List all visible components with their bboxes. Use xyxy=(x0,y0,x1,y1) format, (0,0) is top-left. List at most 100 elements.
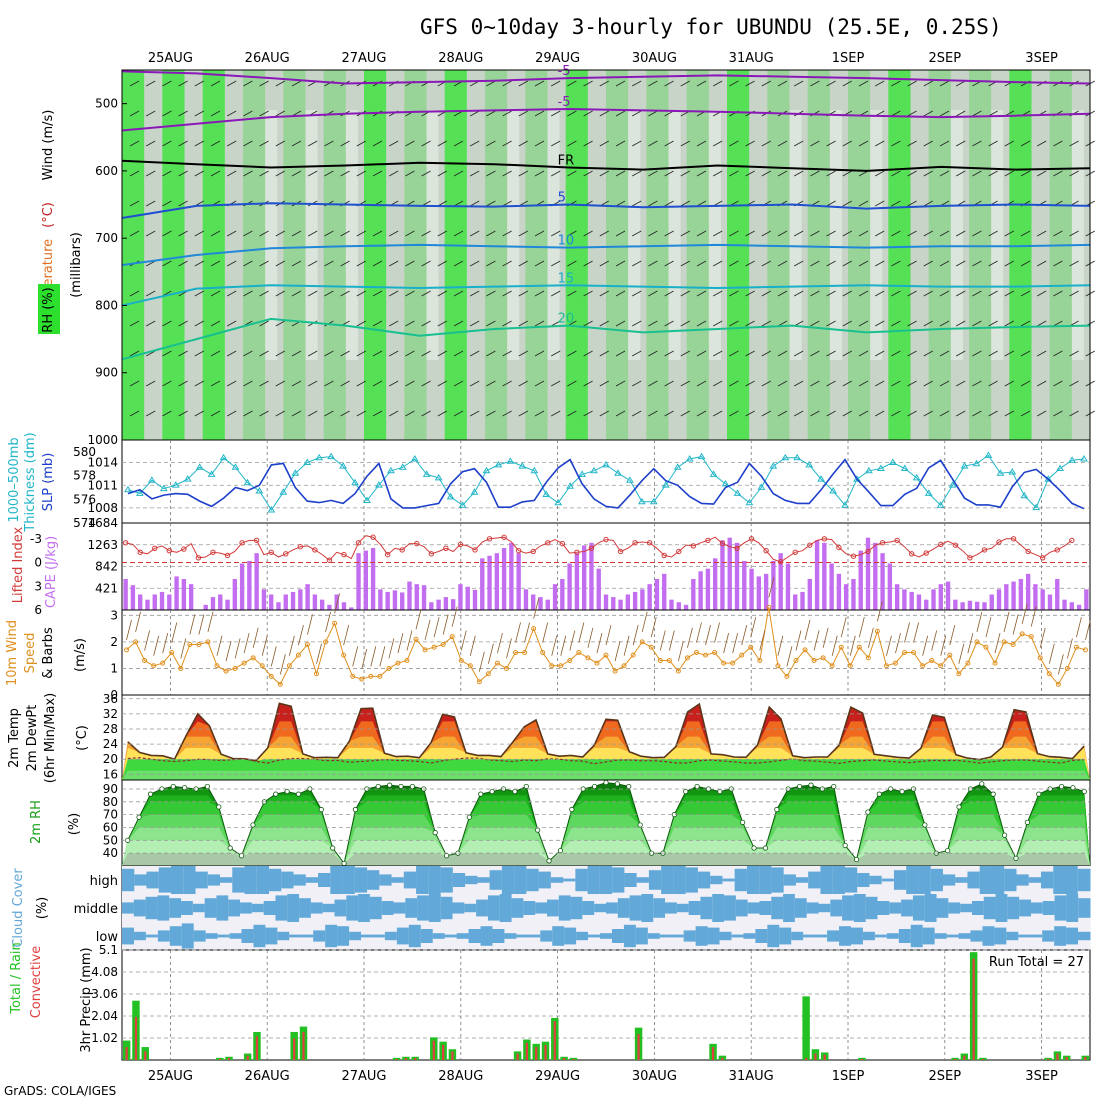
cloud-cell xyxy=(1019,899,1032,917)
wind10m-barb xyxy=(180,638,187,659)
cloud-cell xyxy=(416,866,429,894)
lifted-index-marker xyxy=(515,547,522,554)
wind-barb xyxy=(275,320,285,327)
wind10m-barb xyxy=(325,611,331,632)
wind10m-marker xyxy=(549,663,555,669)
cape-bar xyxy=(625,594,631,610)
cape-bar xyxy=(720,540,725,610)
lifted-index-marker xyxy=(996,539,1002,545)
wind-barb xyxy=(275,380,285,387)
thickness-marker xyxy=(363,496,371,503)
wind-barb xyxy=(988,380,998,387)
thickness-marker xyxy=(279,488,288,495)
rh2m-axis-label: 2m RH xyxy=(29,800,44,844)
precip-convective-bar xyxy=(963,1055,966,1060)
wind-barb xyxy=(632,110,642,117)
thickness-marker xyxy=(530,466,539,474)
lifted-index-marker xyxy=(879,540,886,546)
wind-barb xyxy=(745,380,755,387)
cape-bar xyxy=(560,579,565,610)
rh2m-marker xyxy=(865,809,871,815)
wind-barb xyxy=(664,380,674,387)
precip-axis-label: 3hr Precip (mm) xyxy=(79,947,94,1052)
wind10m-barb xyxy=(623,635,630,656)
wind-barb xyxy=(761,290,771,297)
thickness-marker xyxy=(745,498,754,506)
wind-barb xyxy=(842,200,852,207)
wind-barb xyxy=(227,350,237,357)
wind-barb xyxy=(291,410,302,417)
cape-bar xyxy=(443,597,449,610)
wind-barb xyxy=(761,230,771,237)
wind10m-marker xyxy=(259,663,265,669)
wind10m-marker xyxy=(476,679,482,685)
cloud-cell xyxy=(576,931,589,941)
cloud-cell xyxy=(747,902,760,914)
date-label-top: 28AUG xyxy=(438,51,483,66)
wind-barb xyxy=(923,200,933,207)
thickness-marker xyxy=(602,460,610,468)
wind-barb xyxy=(939,140,950,147)
wind10m-axis-label-3: & Barbs xyxy=(41,627,56,679)
cloud-cell xyxy=(1065,866,1079,894)
precip-convective-bar xyxy=(711,1047,715,1060)
wind-barb xyxy=(291,80,302,87)
wind10m-barb xyxy=(406,630,413,651)
thickness-marker xyxy=(614,469,622,476)
wind-barb xyxy=(599,290,609,297)
wind-barb xyxy=(599,110,609,117)
wind10m-barb xyxy=(1030,606,1037,627)
wind10m-unit-label: (m/s) xyxy=(73,638,88,672)
wind-barb xyxy=(146,110,156,117)
wind10m-barb xyxy=(813,630,820,651)
cape-bar xyxy=(647,584,652,610)
cape-bar xyxy=(523,589,529,610)
wind-barb xyxy=(178,380,188,387)
wind10m-marker xyxy=(793,657,799,663)
wind10m-marker xyxy=(838,644,844,650)
wind-barb xyxy=(405,260,415,267)
wind-barb xyxy=(162,170,172,177)
wind-barb xyxy=(210,410,221,417)
lifted-index-marker xyxy=(384,551,391,558)
wind-barb xyxy=(567,290,577,297)
wind10m-marker xyxy=(603,652,609,658)
wind-barb xyxy=(923,350,933,357)
precip-convective-bar xyxy=(227,1057,231,1060)
cloud-cell xyxy=(1018,934,1031,938)
cloud-cell xyxy=(970,930,983,942)
wind-barb xyxy=(518,170,528,177)
wind-barb xyxy=(1020,230,1031,237)
wind-barb xyxy=(648,260,658,267)
cape-bar xyxy=(319,599,325,610)
cloud-cell xyxy=(771,867,785,893)
wind-barb xyxy=(372,140,383,147)
precip-convective-label: Convective xyxy=(29,946,44,1019)
rh2m-tick-label: 60 xyxy=(103,820,118,834)
cape-bar xyxy=(239,563,245,610)
rh2m-marker xyxy=(956,804,962,810)
cloud-cell xyxy=(853,894,867,922)
wind-barb xyxy=(178,410,188,417)
cloud-cell xyxy=(767,924,780,948)
wind10m-barb xyxy=(497,633,503,654)
cloud-cell xyxy=(719,931,732,941)
wind10m-marker xyxy=(250,655,256,661)
cloud-cell xyxy=(1054,926,1067,946)
wind-barb xyxy=(696,230,707,237)
cloud-cell xyxy=(244,866,258,894)
wind10m-barb xyxy=(478,651,485,672)
cloud-cell xyxy=(901,899,914,917)
wind10m-marker xyxy=(1055,681,1061,687)
wind-barb xyxy=(907,320,917,327)
rh2m-marker xyxy=(592,783,598,790)
wind-barb xyxy=(340,260,350,267)
thickness-marker xyxy=(398,463,407,470)
wind-barb xyxy=(1020,350,1031,357)
wind-barb xyxy=(243,290,253,297)
wind10m-marker xyxy=(413,636,419,642)
wind-barb xyxy=(567,230,577,237)
wind-barb xyxy=(405,350,415,357)
cloud-cell xyxy=(599,866,613,894)
